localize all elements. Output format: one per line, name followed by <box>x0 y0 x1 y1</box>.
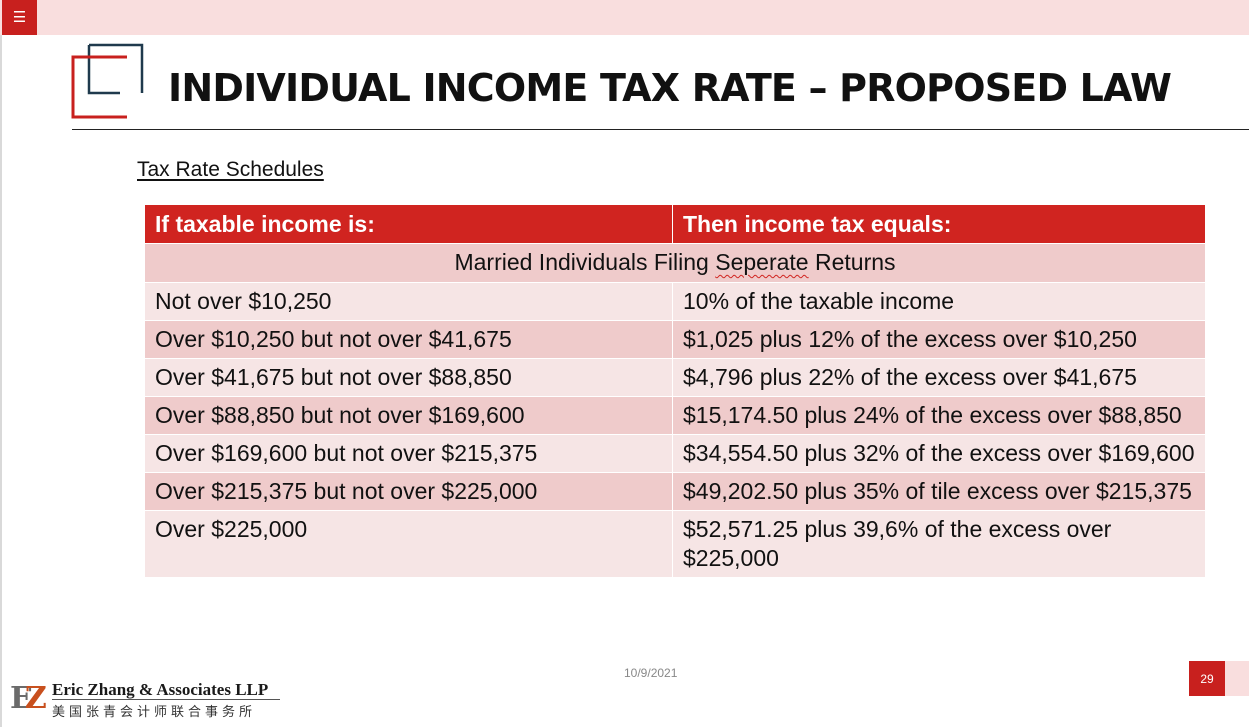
income-bracket: Over $225,000 <box>144 510 673 578</box>
table-row: Over $225,000 $52,571.25 plus 39,6% of t… <box>144 510 1206 578</box>
firm-logo: EZ Eric Zhang & Associates LLP 美国张青会计师联合… <box>10 679 290 723</box>
table-row: Not over $10,250 10% of the taxable inco… <box>144 282 1206 321</box>
tax-rate-table: If taxable income is: Then income tax eq… <box>144 204 1206 578</box>
firm-divider <box>52 699 280 700</box>
left-edge-divider <box>0 35 2 727</box>
table-row: Over $169,600 but not over $215,375 $34,… <box>144 434 1206 473</box>
slide-subtitle: Tax Rate Schedules <box>137 158 324 181</box>
income-bracket: Over $169,600 but not over $215,375 <box>144 434 673 473</box>
table-header-row: If taxable income is: Then income tax eq… <box>144 204 1206 244</box>
header-taxable-income: If taxable income is: <box>144 204 673 244</box>
income-bracket: Over $215,375 but not over $225,000 <box>144 472 673 511</box>
hamburger-menu-icon[interactable]: ☰ <box>2 0 37 35</box>
tax-formula: $34,554.50 plus 32% of the excess over $… <box>672 434 1206 473</box>
table-row: Over $41,675 but not over $88,850 $4,796… <box>144 358 1206 397</box>
income-bracket: Over $88,850 but not over $169,600 <box>144 396 673 435</box>
income-bracket: Not over $10,250 <box>144 282 673 321</box>
page-number-tab <box>1225 661 1249 696</box>
misspelled-word: Seperate <box>715 249 809 275</box>
tax-formula: $15,174.50 plus 24% of the excess over $… <box>672 396 1206 435</box>
top-bar <box>0 0 1249 35</box>
page-number: 29 <box>1189 661 1225 696</box>
section-row: Married Individuals Filing Seperate Retu… <box>144 243 1206 283</box>
tax-formula: 10% of the taxable income <box>672 282 1206 321</box>
tax-formula: $52,571.25 plus 39,6% of the excess over… <box>672 510 1206 578</box>
bracket-logo-icon <box>71 43 144 119</box>
firm-monogram: EZ <box>10 681 47 716</box>
section-title: Married Individuals Filing Seperate Retu… <box>144 243 1206 283</box>
tax-formula: $49,202.50 plus 35% of tile excess over … <box>672 472 1206 511</box>
header-income-tax: Then income tax equals: <box>672 204 1206 244</box>
firm-name: Eric Zhang & Associates LLP <box>52 680 269 699</box>
title-divider <box>72 129 1249 130</box>
tax-formula: $4,796 plus 22% of the excess over $41,6… <box>672 358 1206 397</box>
table-row: Over $88,850 but not over $169,600 $15,1… <box>144 396 1206 435</box>
tax-formula: $1,025 plus 12% of the excess over $10,2… <box>672 320 1206 359</box>
income-bracket: Over $41,675 but not over $88,850 <box>144 358 673 397</box>
firm-chinese-name: 美国张青会计师联合事务所 <box>52 705 257 720</box>
income-bracket: Over $10,250 but not over $41,675 <box>144 320 673 359</box>
footer-date: 10/9/2021 <box>624 666 678 680</box>
table-row: Over $215,375 but not over $225,000 $49,… <box>144 472 1206 511</box>
table-row: Over $10,250 but not over $41,675 $1,025… <box>144 320 1206 359</box>
slide-title: INDIVIDUAL INCOME TAX RATE – PROPOSED LA… <box>168 66 1172 110</box>
